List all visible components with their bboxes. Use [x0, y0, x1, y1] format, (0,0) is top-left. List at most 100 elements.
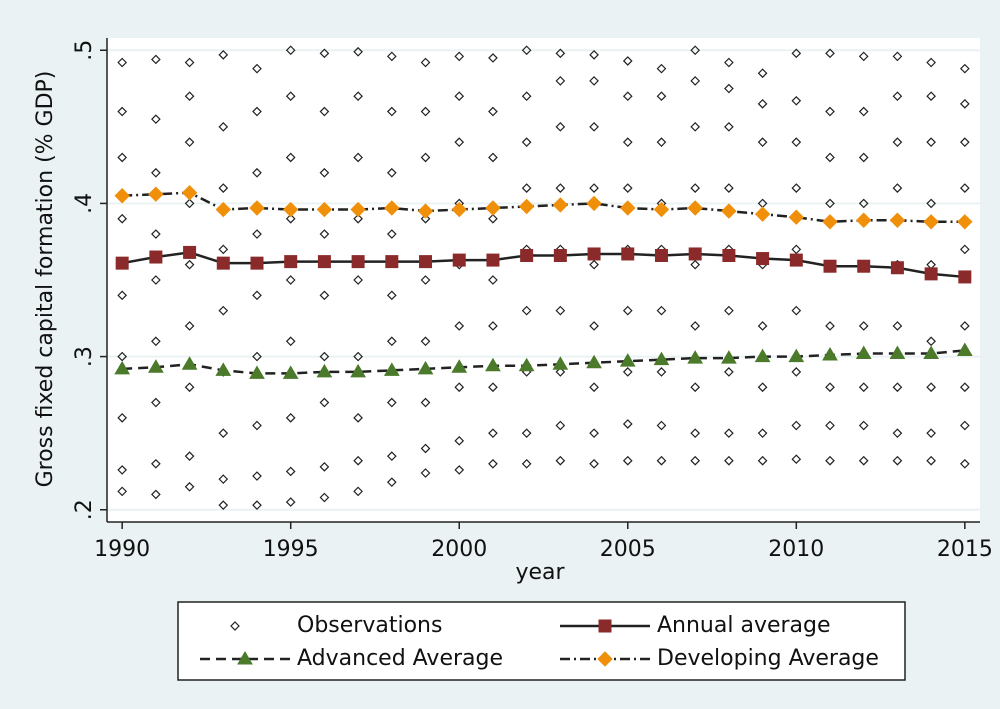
- observation: [656, 137, 667, 148]
- observation: [825, 198, 835, 209]
- observation: [117, 213, 128, 224]
- marker: [114, 360, 131, 375]
- observation: [488, 382, 498, 393]
- observation: [555, 76, 566, 86]
- observation: [386, 477, 397, 488]
- observation: [757, 321, 768, 331]
- observation: [420, 57, 431, 68]
- observation: [757, 428, 768, 439]
- observation: [420, 213, 431, 224]
- marker: [653, 201, 670, 218]
- observation: [319, 397, 330, 408]
- marker: [822, 347, 838, 361]
- marker: [958, 270, 972, 284]
- observation: [622, 183, 633, 193]
- observation: [690, 121, 701, 132]
- observation: [690, 321, 701, 331]
- observation: [589, 458, 599, 469]
- observation: [858, 420, 869, 431]
- observation: [117, 106, 128, 117]
- observation: [791, 48, 802, 59]
- observation: [252, 63, 262, 74]
- observation: [959, 137, 970, 148]
- observation: [218, 474, 229, 484]
- observation: [386, 290, 397, 301]
- observation: [589, 382, 599, 393]
- marker: [890, 261, 904, 275]
- observation: [252, 229, 262, 239]
- marker: [788, 209, 805, 225]
- marker: [788, 348, 805, 363]
- observation: [791, 454, 802, 465]
- marker: [552, 356, 569, 370]
- observation: [926, 336, 936, 347]
- observation: [218, 428, 229, 439]
- observation: [184, 481, 195, 492]
- observation: [218, 121, 229, 132]
- marker: [316, 201, 333, 218]
- observation: [521, 45, 532, 56]
- series-line: [122, 349, 965, 375]
- marker: [687, 350, 704, 364]
- observation: [252, 471, 262, 481]
- legend-marker: [598, 619, 612, 633]
- observation: [926, 137, 936, 148]
- observation: [926, 57, 936, 68]
- marker: [923, 214, 939, 230]
- observation: [926, 455, 936, 466]
- marker: [789, 253, 803, 267]
- observation: [386, 451, 397, 461]
- observation: [521, 428, 532, 439]
- observation: [724, 305, 734, 316]
- marker: [115, 256, 129, 270]
- observation: [690, 382, 701, 393]
- marker: [619, 353, 636, 367]
- marker: [148, 186, 164, 202]
- marker: [823, 259, 837, 273]
- marker: [284, 255, 298, 269]
- observation: [386, 106, 397, 117]
- marker: [889, 212, 906, 228]
- x-tick-label: 2000: [431, 537, 487, 562]
- observation: [959, 458, 970, 469]
- observation: [724, 367, 734, 377]
- observation: [454, 321, 465, 331]
- observation: [757, 382, 768, 393]
- observation: [386, 51, 397, 62]
- observation: [285, 152, 296, 163]
- marker: [923, 345, 939, 360]
- marker: [889, 345, 906, 360]
- marker: [419, 255, 433, 269]
- observation: [420, 397, 431, 408]
- observation: [656, 91, 667, 102]
- observation: [252, 106, 262, 117]
- marker: [520, 248, 534, 262]
- observation: [319, 48, 330, 59]
- observation: [825, 382, 835, 393]
- observation: [892, 428, 903, 439]
- marker: [181, 356, 198, 370]
- observation: [892, 382, 903, 393]
- marker: [754, 348, 771, 363]
- legend-marker: [237, 651, 253, 665]
- observation: [724, 57, 734, 68]
- observation: [151, 458, 161, 469]
- marker: [216, 256, 230, 270]
- marker: [486, 253, 500, 267]
- observation: [454, 465, 465, 475]
- marker: [485, 357, 501, 372]
- marker: [282, 201, 299, 218]
- observation: [791, 183, 802, 193]
- observation: [690, 183, 701, 193]
- observation: [892, 321, 903, 331]
- marker: [754, 206, 771, 222]
- observation: [791, 420, 802, 431]
- observation: [386, 167, 397, 178]
- observation: [285, 213, 296, 224]
- observation: [353, 91, 363, 102]
- observation: [420, 152, 431, 163]
- observation: [454, 91, 465, 102]
- observation: [184, 382, 195, 393]
- marker: [518, 198, 535, 215]
- observation: [825, 321, 835, 331]
